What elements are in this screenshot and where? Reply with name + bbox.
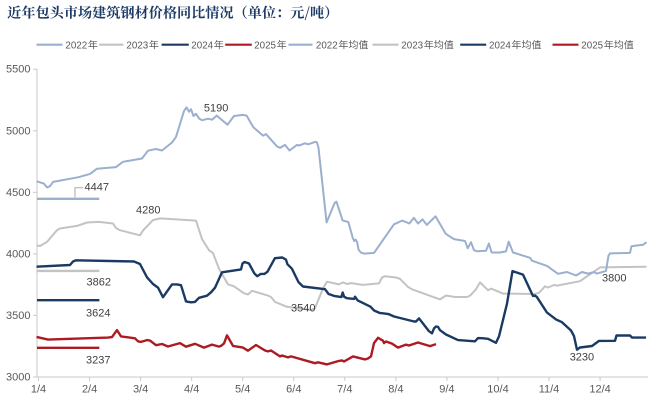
svg-text:7/4: 7/4 (337, 384, 352, 396)
svg-text:3230: 3230 (570, 352, 594, 364)
svg-text:2022: 2022 (316, 40, 338, 51)
svg-text:4000: 4000 (6, 248, 30, 260)
svg-text:3800: 3800 (602, 273, 626, 285)
svg-text:6/4: 6/4 (286, 384, 301, 396)
svg-text:4447: 4447 (85, 182, 109, 194)
svg-text:10/4: 10/4 (487, 384, 508, 396)
svg-text:4500: 4500 (6, 187, 30, 199)
svg-text:4280: 4280 (136, 205, 160, 217)
svg-text:5000: 5000 (6, 125, 30, 137)
svg-text:8/4: 8/4 (388, 384, 403, 396)
svg-text:12/4: 12/4 (589, 384, 610, 396)
svg-text:2025: 2025 (581, 40, 603, 51)
svg-text:2023: 2023 (126, 40, 148, 51)
svg-text:2022: 2022 (65, 40, 87, 51)
svg-text:5/4: 5/4 (235, 384, 250, 396)
svg-text:11/4: 11/4 (539, 384, 560, 396)
svg-text:2/4: 2/4 (82, 384, 97, 396)
svg-text:4/4: 4/4 (184, 384, 199, 396)
svg-text:3000: 3000 (6, 372, 30, 384)
svg-text:2025: 2025 (254, 40, 276, 51)
svg-text:5190: 5190 (204, 103, 228, 115)
svg-text:1/4: 1/4 (31, 384, 46, 396)
svg-text:3862: 3862 (87, 277, 111, 289)
svg-text:5500: 5500 (6, 64, 30, 76)
svg-text:3237: 3237 (86, 355, 110, 367)
svg-text:3540: 3540 (291, 303, 315, 315)
svg-text:2024: 2024 (191, 40, 213, 51)
svg-text:2024: 2024 (489, 40, 511, 51)
svg-text:2023: 2023 (401, 40, 423, 51)
svg-text:3500: 3500 (6, 310, 30, 322)
svg-text:3/4: 3/4 (133, 384, 148, 396)
svg-text:3624: 3624 (86, 308, 110, 320)
svg-text:9/4: 9/4 (439, 384, 454, 396)
